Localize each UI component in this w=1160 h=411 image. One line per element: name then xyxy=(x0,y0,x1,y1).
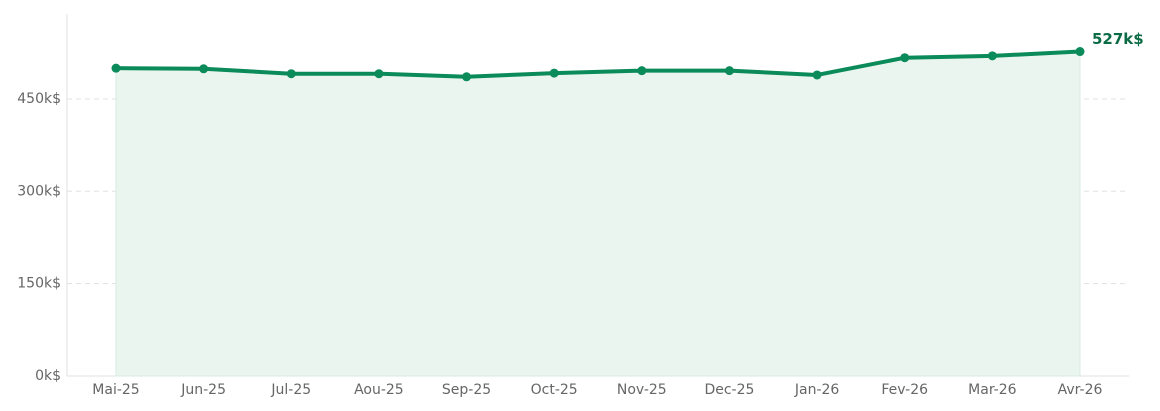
point xyxy=(199,64,209,74)
y-tick-label: 300k$ xyxy=(17,183,61,199)
y-tick-label: 450k$ xyxy=(17,91,61,107)
y-tick-label: 0k$ xyxy=(35,368,61,384)
point xyxy=(111,63,121,73)
y-tick-label: 150k$ xyxy=(17,276,61,292)
x-tick-label: Fev-26 xyxy=(881,382,928,398)
x-tick-label: Oct-25 xyxy=(531,382,578,398)
point xyxy=(637,66,647,76)
point xyxy=(549,68,559,78)
point xyxy=(286,69,296,79)
point xyxy=(374,69,384,79)
point xyxy=(1075,47,1085,57)
x-tick-label: Avr-26 xyxy=(1058,382,1103,398)
point xyxy=(900,53,910,63)
area xyxy=(115,51,1081,377)
x-tick-label: Nov-25 xyxy=(617,382,667,398)
point xyxy=(987,51,997,61)
x-tick-label: Jan-26 xyxy=(794,382,840,398)
x-tick-label: Jun-25 xyxy=(180,382,226,398)
x-tick-label: Jul-25 xyxy=(270,382,311,398)
x-tick-label: Mai-25 xyxy=(92,382,139,398)
x-tick-label: Sep-25 xyxy=(442,382,491,398)
x-tick-label: Aou-25 xyxy=(354,382,404,398)
line xyxy=(115,49,1081,79)
x-tick-label: Mar-26 xyxy=(968,382,1016,398)
x-tick-label: Dec-25 xyxy=(704,382,754,398)
point xyxy=(462,72,472,82)
point xyxy=(724,66,734,76)
point xyxy=(812,70,822,80)
value-label: 527k$ xyxy=(1092,30,1144,48)
